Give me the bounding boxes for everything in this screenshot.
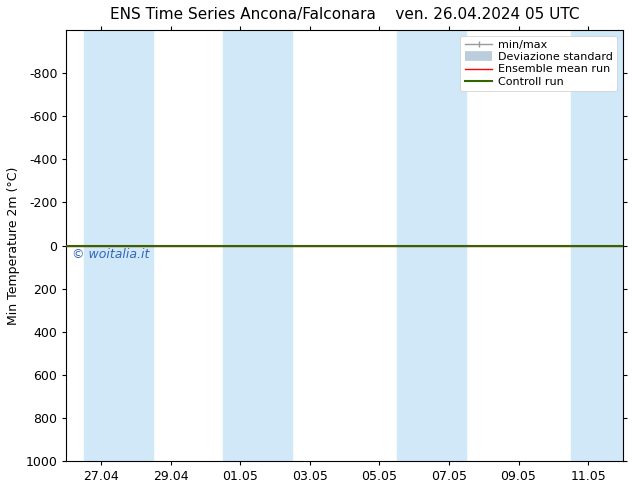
Bar xyxy=(223,30,292,461)
Text: © woitalia.it: © woitalia.it xyxy=(72,248,150,261)
Bar xyxy=(397,30,467,461)
Title: ENS Time Series Ancona/Falconara    ven. 26.04.2024 05 UTC: ENS Time Series Ancona/Falconara ven. 26… xyxy=(110,7,579,22)
Bar xyxy=(84,30,153,461)
Y-axis label: Min Temperature 2m (°C): Min Temperature 2m (°C) xyxy=(7,166,20,325)
Bar xyxy=(571,30,623,461)
Legend: min/max, Deviazione standard, Ensemble mean run, Controll run: min/max, Deviazione standard, Ensemble m… xyxy=(460,36,618,91)
